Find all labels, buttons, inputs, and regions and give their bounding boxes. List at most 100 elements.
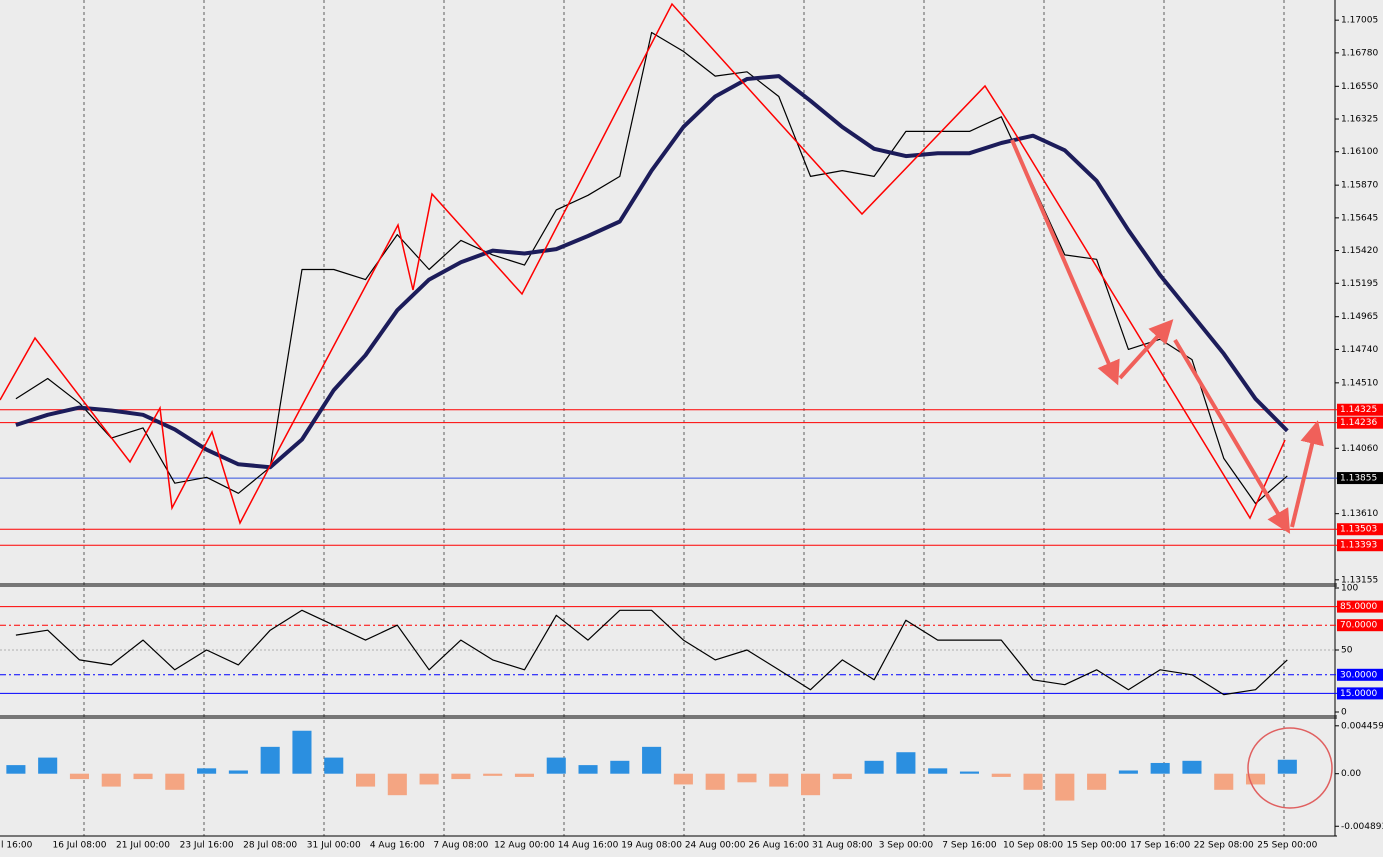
x-tick-label: 4 Aug 16:00 — [370, 841, 425, 851]
y-tick-label: 1.16325 — [1341, 115, 1378, 125]
histogram-bar — [1023, 773, 1043, 790]
histogram-bar — [419, 773, 439, 785]
arrow — [1290, 420, 1324, 528]
x-tick-label: 28 Jul 08:00 — [243, 841, 297, 851]
level-label-box — [1337, 619, 1383, 632]
histogram-bar — [546, 757, 566, 774]
y-tick-label: 1.16780 — [1341, 48, 1378, 58]
histogram-bar — [483, 773, 503, 776]
annotations — [0, 2, 1333, 809]
x-tick-label: 24 Aug 00:00 — [685, 841, 746, 851]
zigzag — [0, 2, 1286, 525]
histogram-bar — [673, 773, 693, 785]
y-tick-label: 1.13155 — [1341, 575, 1378, 585]
histogram-bar — [928, 768, 948, 774]
y-tick-label: 0.00 — [1341, 769, 1361, 779]
level-label: 70.0000 — [1340, 621, 1377, 631]
x-tick-label: 22 Sep 08:00 — [1194, 841, 1254, 851]
x-tick-label: 3 Sep 00:00 — [879, 841, 934, 851]
histogram-bar — [769, 773, 789, 787]
level-label-box — [1337, 539, 1383, 552]
histogram-bar — [578, 765, 598, 774]
histogram-bar — [228, 770, 248, 774]
histogram-bar — [133, 773, 153, 780]
x-tick-label: 26 Aug 16:00 — [748, 841, 809, 851]
y-tick-label: 1.15420 — [1341, 246, 1378, 256]
level-label-box — [1337, 416, 1383, 429]
histogram-bar — [6, 765, 26, 774]
arrow — [1118, 319, 1174, 380]
histogram-bar — [260, 746, 280, 774]
histogram-bar — [737, 773, 757, 783]
x-tick-label: 23 Jul 16:00 — [180, 841, 234, 851]
level-label: 30.0000 — [1340, 670, 1377, 680]
x-tick-label: 7 Sep 16:00 — [942, 841, 997, 851]
y-tick-label: -0.004893 — [1341, 822, 1383, 832]
level-label: 1.14236 — [1340, 418, 1377, 428]
histogram-bar — [610, 760, 630, 774]
histogram-bar — [705, 773, 725, 790]
histogram-bar — [1277, 759, 1297, 774]
histogram-bar — [292, 730, 312, 774]
x-tick-label: l 16:00 — [1, 841, 33, 851]
level-label: 85.0000 — [1340, 602, 1377, 612]
y-tick-label: 1.14740 — [1341, 345, 1378, 355]
level-label: 1.13393 — [1340, 541, 1377, 551]
x-tick-label: 17 Sep 16:00 — [1130, 841, 1190, 851]
y-tick-label: 1.15195 — [1341, 279, 1378, 289]
histogram-bar — [451, 773, 471, 780]
level-label-box — [1337, 668, 1383, 681]
y-tick-label: 1.14510 — [1341, 378, 1378, 388]
y-tick-label: 1.14060 — [1341, 444, 1378, 454]
histogram-bar — [324, 757, 344, 774]
series-line — [15, 609, 1288, 696]
series-line — [15, 74, 1289, 470]
y-tick-label: 100 — [1341, 584, 1358, 594]
y-tick-label: 1.16550 — [1341, 82, 1378, 92]
histogram-bar — [387, 773, 407, 796]
histogram-bar — [959, 771, 979, 774]
histogram-bar — [38, 757, 58, 774]
histogram-bar — [514, 773, 534, 777]
histogram-bar — [864, 760, 884, 774]
level-label: 1.13855 — [1340, 474, 1377, 484]
level-label: 1.13503 — [1340, 525, 1377, 535]
histogram-bar — [69, 773, 89, 780]
histogram-bar — [165, 773, 185, 790]
histogram-bar — [356, 773, 376, 787]
y-tick-label: 1.15870 — [1341, 181, 1378, 191]
plot-background — [0, 0, 1335, 836]
y-tick-label: 1.14965 — [1341, 312, 1378, 322]
level-label-box — [1337, 472, 1383, 485]
y-tick-label: 1.16100 — [1341, 147, 1378, 157]
y-tick-label: 50 — [1341, 646, 1353, 656]
x-tick-label: 7 Aug 08:00 — [433, 841, 488, 851]
x-tick-label: 14 Aug 16:00 — [558, 841, 619, 851]
x-tick-label: 31 Jul 00:00 — [307, 841, 361, 851]
level-label: 15.0000 — [1340, 689, 1377, 699]
x-tick-label: 25 Sep 00:00 — [1257, 841, 1317, 851]
x-tick-label: 10 Sep 08:00 — [1003, 841, 1063, 851]
y-tick-label: 0 — [1341, 708, 1347, 718]
histogram-bar — [1150, 762, 1170, 774]
x-tick-label: 31 Aug 08:00 — [812, 841, 873, 851]
histogram-bar — [991, 773, 1011, 777]
level-label-box — [1337, 523, 1383, 536]
highlight-circle — [1247, 727, 1333, 809]
arrow — [1173, 338, 1291, 534]
histogram-bar — [1182, 760, 1202, 774]
level-label-box — [1337, 403, 1383, 416]
series-line — [15, 31, 1288, 505]
x-tick-label: 21 Jul 00:00 — [116, 841, 170, 851]
level-label-box — [1337, 687, 1383, 700]
x-tick-label: 15 Sep 00:00 — [1067, 841, 1127, 851]
histogram-bar — [896, 752, 916, 774]
level-label: 1.14325 — [1340, 405, 1377, 415]
histogram-bar — [1246, 773, 1266, 785]
histogram-bar — [101, 773, 121, 787]
y-tick-label: 0.0044593 — [1341, 721, 1383, 731]
histogram-bar — [801, 773, 821, 796]
y-tick-label: 1.17005 — [1341, 16, 1378, 26]
